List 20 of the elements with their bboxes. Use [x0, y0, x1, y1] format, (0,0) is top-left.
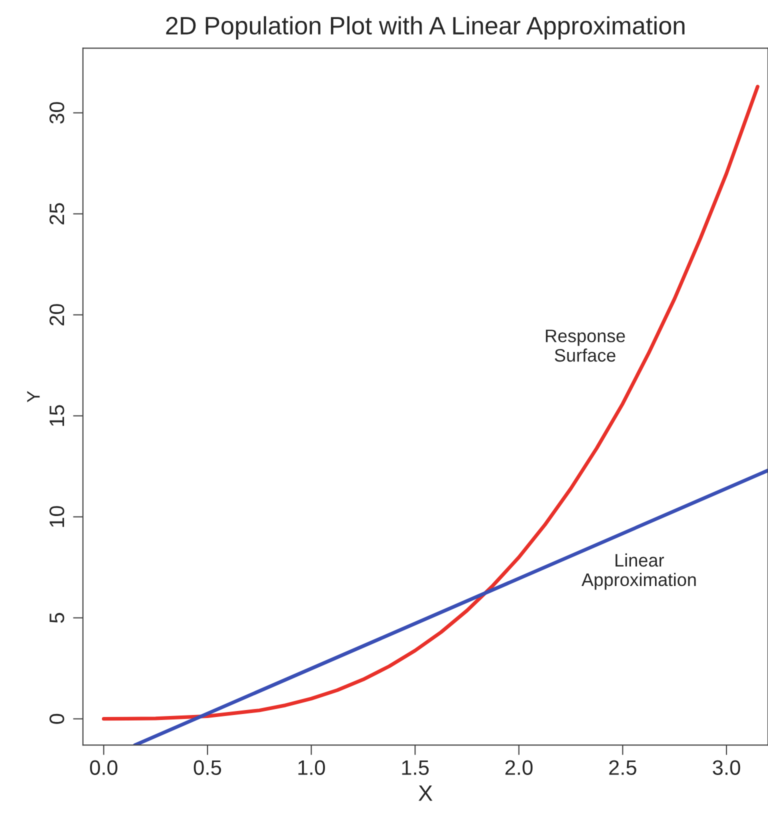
y-tick-label: 10 — [49, 506, 64, 527]
chart-title: 2D Population Plot with A Linear Approximation — [166, 16, 684, 40]
x-tick-label: 0.0 — [90, 760, 118, 775]
x-tick-label: 1.5 — [402, 760, 429, 775]
y-axis-title: Y — [27, 391, 40, 402]
line-series — [102, 84, 760, 721]
x-tick-label: 0.5 — [194, 760, 222, 775]
y-tick-label: 5 — [50, 612, 64, 623]
series-label: Response Surface — [546, 330, 625, 362]
x-tick-label: 3.0 — [712, 760, 740, 775]
y-tick-label: 15 — [50, 405, 64, 426]
y-tick-label: 30 — [49, 102, 64, 124]
y-tick-label: 25 — [49, 203, 64, 224]
y-tick-label: 0 — [49, 714, 64, 724]
x-tick-label: 2.0 — [505, 760, 533, 775]
series-label: Linear Approximation — [582, 553, 696, 590]
x-tick-label: 1.0 — [298, 760, 325, 775]
x-axis-title: X — [418, 785, 432, 801]
y-tick-label: 20 — [49, 304, 64, 326]
x-tick-label: 2.5 — [609, 760, 636, 775]
